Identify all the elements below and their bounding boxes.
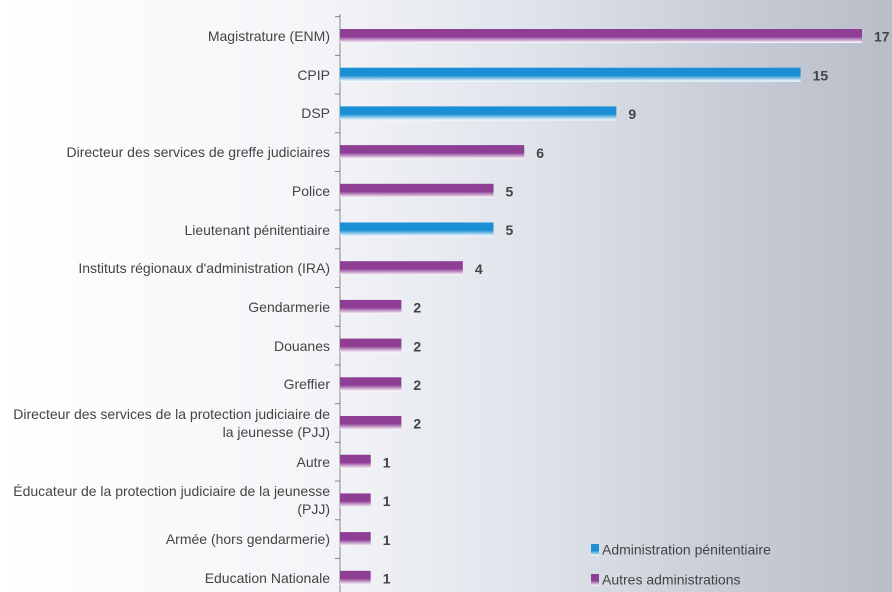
y-tick-label: Armée (hors gendarmerie) xyxy=(165,531,330,548)
y-tick-label: Douanes xyxy=(273,337,330,354)
bar xyxy=(340,299,402,314)
data-label: 2 xyxy=(413,338,421,354)
data-label: 1 xyxy=(383,493,391,509)
data-label: 5 xyxy=(506,184,514,200)
bar xyxy=(340,222,494,237)
legend-label: Administration pénitentiaire xyxy=(602,542,771,558)
legend-label: Autres administrations xyxy=(602,572,741,588)
data-label: 15 xyxy=(813,67,829,83)
y-tick-label: Directeur des services de greffe judicia… xyxy=(66,144,330,161)
y-tick-label: Greffier xyxy=(283,376,330,393)
y-tick-label: CPIP xyxy=(297,66,330,83)
y-tick-label: Gendarmerie xyxy=(248,298,330,315)
legend-swatch xyxy=(591,544,599,556)
y-tick-label: DSP xyxy=(301,105,330,122)
data-label: 6 xyxy=(536,145,544,161)
data-label: 2 xyxy=(413,300,421,316)
y-tick-label: Police xyxy=(291,182,330,199)
bar xyxy=(340,570,371,585)
data-label: 2 xyxy=(413,377,421,393)
data-label: 2 xyxy=(413,416,421,432)
legend-swatch xyxy=(591,574,599,586)
bar xyxy=(340,145,525,160)
bar xyxy=(340,29,862,43)
data-label: 1 xyxy=(383,571,391,587)
data-label: 9 xyxy=(628,106,636,122)
data-label: 1 xyxy=(383,454,391,470)
bar xyxy=(340,493,371,508)
y-tick-label: Education Nationale xyxy=(204,569,330,586)
y-tick-label: Directeur des services de la protection … xyxy=(13,406,330,440)
data-label: 1 xyxy=(383,532,391,548)
bar xyxy=(340,377,402,392)
data-label: 4 xyxy=(475,261,483,277)
y-tick-label: Éducateur de la protection judiciaire de… xyxy=(13,483,330,518)
y-tick-label: Autre xyxy=(296,453,330,470)
bar xyxy=(340,183,494,198)
bar xyxy=(340,416,402,430)
data-label: 17 xyxy=(874,29,890,45)
bar xyxy=(340,106,617,121)
bar xyxy=(340,454,371,469)
y-tick-label: Instituts régionaux d'administration (IR… xyxy=(78,260,330,277)
y-tick-label: Lieutenant pénitentiaire xyxy=(184,221,330,238)
bar xyxy=(340,67,801,82)
bar xyxy=(340,261,463,276)
bar xyxy=(340,532,371,547)
y-tick-label: Magistrature (ENM) xyxy=(207,28,330,44)
bar xyxy=(340,338,402,353)
data-label: 5 xyxy=(506,222,514,238)
